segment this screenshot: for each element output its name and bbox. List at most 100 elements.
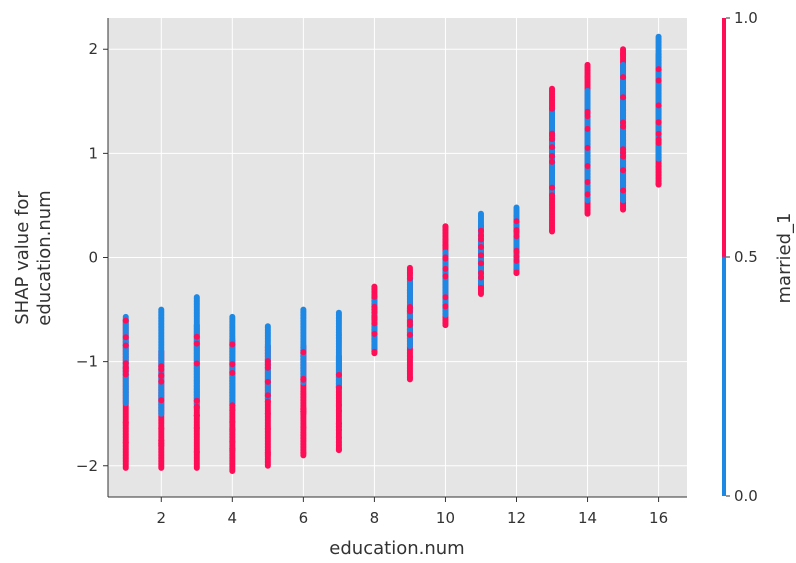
scatter-point	[371, 306, 378, 313]
scatter-point	[584, 108, 591, 115]
scatter-point	[477, 274, 484, 281]
scatter-point	[655, 66, 662, 73]
scatter-point	[584, 191, 591, 198]
scatter-point	[442, 249, 449, 256]
scatter-point	[477, 244, 484, 251]
scatter-point	[229, 438, 236, 445]
scatter-point	[477, 232, 484, 239]
y-axis-label-line-2-text: education.num	[34, 190, 55, 325]
scatter-point	[513, 204, 520, 211]
scatter-point	[620, 61, 627, 68]
scatter-points	[122, 33, 662, 474]
scatter-point	[158, 306, 165, 313]
x-tick-label: 8	[370, 509, 380, 527]
y-tick-label: 2	[88, 40, 98, 58]
scatter-point	[513, 257, 520, 264]
scatter-point	[300, 405, 307, 412]
scatter-point	[549, 144, 556, 151]
scatter-point	[193, 424, 200, 431]
scatter-point	[122, 317, 129, 324]
scatter-point	[229, 402, 236, 409]
scatter-point	[477, 210, 484, 217]
x-tick-label: 10	[436, 509, 455, 527]
scatter-point	[549, 153, 556, 160]
scatter-point	[264, 451, 271, 458]
scatter-point	[477, 260, 484, 267]
scatter-point	[477, 227, 484, 234]
scatter-point	[158, 440, 165, 447]
scatter-point	[620, 51, 627, 58]
scatter-point	[442, 273, 449, 280]
scatter-point	[158, 397, 165, 404]
scatter-point	[655, 77, 662, 84]
scatter-point	[193, 340, 200, 347]
scatter-point	[300, 449, 307, 456]
scatter-point	[264, 398, 271, 405]
scatter-point	[442, 265, 449, 272]
scatter-point	[549, 132, 556, 139]
scatter-point	[406, 264, 413, 271]
scatter-point	[335, 384, 342, 391]
scatter-point	[406, 318, 413, 325]
scatter-point	[513, 228, 520, 235]
x-tick-label: 16	[649, 509, 668, 527]
scatter-point	[300, 349, 307, 356]
scatter-point	[335, 426, 342, 433]
scatter-point	[477, 252, 484, 259]
scatter-point	[513, 233, 520, 240]
scatter-point	[193, 412, 200, 419]
scatter-point	[442, 303, 449, 310]
scatter-point	[335, 371, 342, 378]
colorbar	[722, 18, 726, 496]
colorbar-label: married_1	[774, 212, 795, 303]
scatter-point	[655, 163, 662, 170]
scatter-point	[584, 179, 591, 186]
scatter-point	[655, 102, 662, 109]
scatter-point	[335, 446, 342, 453]
scatter-point	[584, 125, 591, 132]
scatter-point	[335, 407, 342, 414]
scatter-point	[371, 316, 378, 323]
scatter-point	[335, 420, 342, 427]
scatter-point	[264, 410, 271, 417]
scatter-point	[229, 447, 236, 454]
scatter-point	[122, 334, 129, 341]
x-tick-label: 6	[299, 509, 309, 527]
scatter-point	[122, 360, 129, 367]
scatter-point	[442, 243, 449, 250]
scatter-point	[122, 371, 129, 378]
scatter-point	[477, 269, 484, 276]
scatter-point	[229, 418, 236, 425]
scatter-point	[193, 360, 200, 367]
x-tick-label: 2	[157, 509, 167, 527]
y-tick-label: 0	[88, 249, 98, 267]
scatter-point	[655, 119, 662, 126]
scatter-point	[300, 424, 307, 431]
scatter-point	[300, 306, 307, 313]
scatter-point	[442, 294, 449, 301]
scatter-point	[620, 153, 627, 160]
scatter-point	[229, 341, 236, 348]
y-tick-label: −1	[76, 353, 98, 371]
scatter-point	[549, 105, 556, 112]
scatter-point	[513, 218, 520, 225]
colorbar-ticks: 0.0 0.5 1.0	[726, 9, 758, 505]
scatter-point	[193, 448, 200, 455]
scatter-point	[371, 283, 378, 290]
scatter-point	[513, 269, 520, 276]
scatter-point	[193, 333, 200, 340]
scatter-point	[549, 85, 556, 92]
scatter-point	[620, 187, 627, 194]
scatter-point	[513, 247, 520, 254]
x-tick-label: 14	[578, 509, 597, 527]
scatter-point	[620, 167, 627, 174]
scatter-point	[264, 378, 271, 385]
scatter-point	[371, 348, 378, 355]
scatter-point	[655, 180, 662, 187]
x-tick-label: 12	[507, 509, 526, 527]
colorbar-tick-label: 1.0	[734, 9, 758, 27]
scatter-point	[371, 320, 378, 327]
scatter-point	[477, 285, 484, 292]
scatter-point	[406, 374, 413, 381]
scatter-point	[229, 369, 236, 376]
